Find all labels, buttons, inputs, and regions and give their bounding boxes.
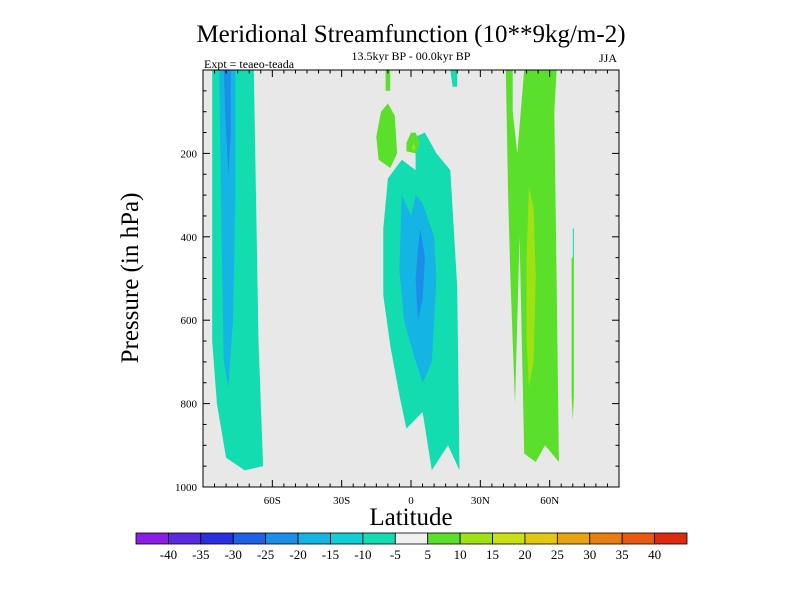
colorbar-swatch-12 <box>524 532 558 545</box>
x-tick-label-3: 30N <box>471 495 490 507</box>
contour-region-1 <box>219 70 236 387</box>
y-tick-label-2: 600 <box>181 315 198 327</box>
colorbar-swatch-4 <box>265 532 299 545</box>
colorbar-swatch-16 <box>654 532 688 545</box>
colorbar-label-6: -10 <box>354 547 371 562</box>
x-tick-label-0: 60S <box>264 495 281 507</box>
colorbar-swatch-15 <box>621 532 655 545</box>
colorbar-swatch-14 <box>589 532 623 545</box>
y-tick-label-1: 400 <box>181 232 198 244</box>
colorbar: -40 -35 -30 -25 -20 -15 -10 -5 5 10 15 20 25 30 35 40 <box>135 532 688 562</box>
y-axis-label: Pressure (in hPa) <box>117 193 144 364</box>
colorbar-label-13: 30 <box>583 547 596 562</box>
axis-ticks: 60S 30S 0 30N 60N 200 400 600 800 1000 <box>175 70 619 507</box>
colorbar-swatch-6 <box>330 532 364 545</box>
contour-region-9 <box>412 143 416 152</box>
colorbar-label-0: -40 <box>160 547 177 562</box>
contour-region-13 <box>571 257 574 421</box>
colorbar-swatch-9 <box>427 532 461 545</box>
contour-region-14 <box>572 228 574 258</box>
colorbar-swatch-3 <box>232 532 267 545</box>
colorbar-label-3: -25 <box>257 547 274 562</box>
chart-title: Meridional Streamfunction (10**9kg/m-2) <box>196 21 625 48</box>
colorbar-swatch-10 <box>459 532 493 545</box>
contour-region-2 <box>223 70 231 175</box>
colorbar-swatch-1 <box>168 532 202 545</box>
colorbar-swatch-13 <box>556 532 591 545</box>
colorbar-swatch-2 <box>200 532 234 545</box>
colorbar-label-11: 20 <box>518 547 531 562</box>
contour-region-12 <box>526 186 536 387</box>
season-label: JJA <box>599 51 617 65</box>
contour-region-7 <box>376 103 398 168</box>
contour-region-6 <box>450 70 458 87</box>
colorbar-swatch-5 <box>297 532 331 545</box>
colorbar-swatch-8 <box>394 532 429 545</box>
colorbar-label-7: -5 <box>390 547 401 562</box>
colorbar-label-12: 25 <box>551 547 564 562</box>
x-tick-label-1: 30S <box>333 495 350 507</box>
contour-region-5 <box>415 228 425 321</box>
colorbar-label-15: 40 <box>648 547 661 562</box>
colorbar-label-1: -35 <box>192 547 209 562</box>
colorbar-swatch-0 <box>135 532 169 545</box>
plot-area: 60S 30S 0 30N 60N 200 400 600 800 1000 <box>175 69 620 507</box>
colorbar-label-5: -15 <box>322 547 339 562</box>
x-axis-label: Latitude <box>369 504 452 531</box>
colorbar-label-10: 15 <box>486 547 499 562</box>
colorbar-label-9: 10 <box>454 547 467 562</box>
colorbar-label-14: 35 <box>616 547 629 562</box>
colorbar-label-4: -20 <box>289 547 306 562</box>
y-tick-label-0: 200 <box>181 148 198 160</box>
colorbar-swatch-11 <box>492 532 526 545</box>
colorbar-label-8: 5 <box>424 547 431 562</box>
y-tick-label-3: 800 <box>181 399 198 411</box>
chart-subtitle: 13.5kyr BP - 00.0kyr BP <box>352 49 471 63</box>
contour-regions <box>212 70 574 471</box>
y-tick-label-4: 1000 <box>175 482 198 494</box>
x-tick-label-2: 0 <box>408 495 414 507</box>
experiment-label: Expt = teaeo-teada <box>204 57 295 71</box>
x-tick-label-4: 60N <box>540 495 559 507</box>
contour-region-10 <box>385 70 391 91</box>
colorbar-label-2: -30 <box>225 547 242 562</box>
colorbar-swatch-7 <box>362 532 396 545</box>
